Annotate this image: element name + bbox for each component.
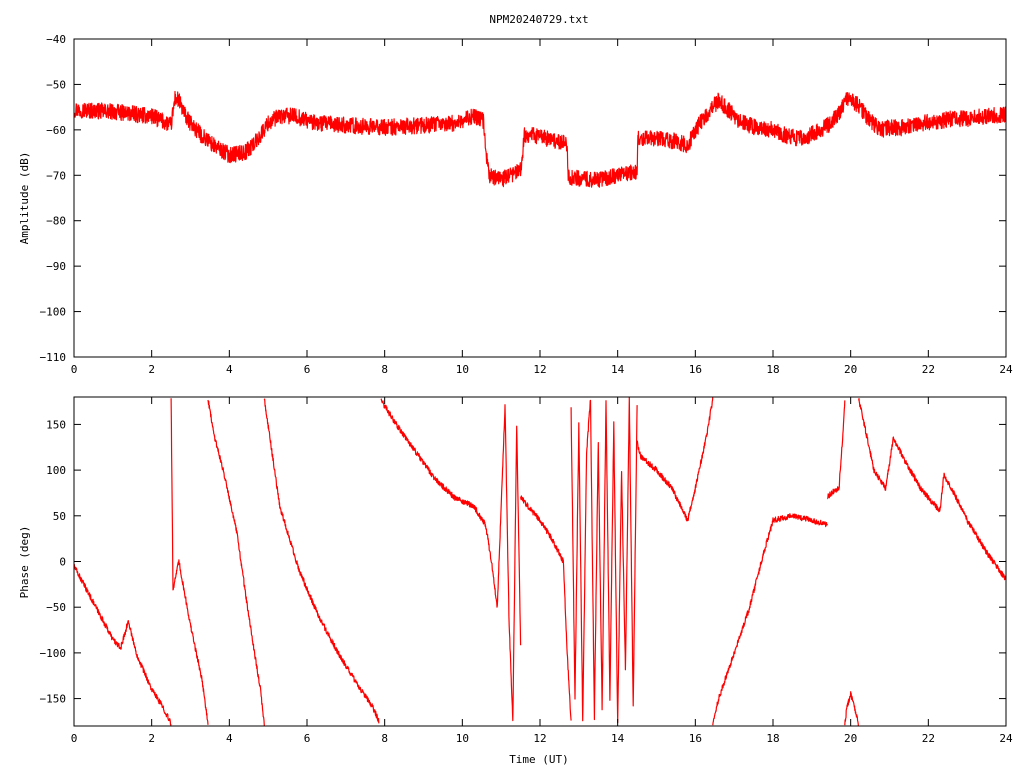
phase-series-line-8 — [636, 397, 714, 522]
phase-series-line-11 — [844, 691, 859, 726]
phase-series-line-7 — [570, 397, 638, 724]
phase-x-tick-label: 8 — [381, 732, 388, 745]
amplitude-x-tick-label: 10 — [456, 363, 469, 376]
phase-series-line-4 — [380, 398, 487, 527]
amplitude-series-group — [74, 90, 1006, 188]
phase-series-line-2 — [207, 399, 265, 726]
phase-y-tick-label: 150 — [46, 418, 66, 431]
amplitude-y-tick-label: −100 — [40, 306, 67, 319]
phase-series-line-5 — [485, 404, 522, 722]
phase-x-tick-label: 14 — [611, 732, 625, 745]
phase-series-line-6 — [520, 495, 572, 721]
phase-x-tick-label: 4 — [226, 732, 233, 745]
phase-x-tick-label: 18 — [766, 732, 779, 745]
phase-ticks: 0 2 4 6 8 10 12 14 16 18 20 22 24150100500−50−100−15… — [40, 397, 1013, 745]
phase-x-tick-label: 12 — [533, 732, 546, 745]
amplitude-ticks: 0 2 4 6 8 10 12 14 16 18 20 22 24−40−50−60−70−80−90−… — [40, 33, 1013, 376]
phase-x-tick-label: 24 — [999, 732, 1013, 745]
phase-series-line-3 — [263, 398, 380, 724]
amplitude-series-line-0 — [74, 90, 1006, 188]
phase-y-tick-label: 100 — [46, 464, 66, 477]
phase-x-tick-label: 0 — [71, 732, 78, 745]
amplitude-x-tick-label: 16 — [689, 363, 702, 376]
phase-series-line-0 — [74, 563, 172, 726]
phase-series-line-10 — [827, 400, 846, 500]
phase-x-tick-label: 10 — [456, 732, 469, 745]
amplitude-x-tick-label: 20 — [844, 363, 857, 376]
phase-series-group — [74, 397, 1006, 726]
phase-x-tick-label: 16 — [689, 732, 702, 745]
amplitude-y-tick-label: −110 — [40, 351, 67, 364]
amplitude-y-tick-label: −50 — [46, 78, 66, 91]
amplitude-x-tick-label: 18 — [766, 363, 779, 376]
phase-series-line-12 — [858, 398, 1006, 581]
amplitude-x-tick-label: 0 — [71, 363, 78, 376]
amplitude-x-tick-label: 4 — [226, 363, 233, 376]
phase-y-tick-label: −50 — [46, 601, 66, 614]
amplitude-panel: 0 2 4 6 8 10 12 14 16 18 20 22 24−40−50−60−70−80−90−… — [18, 33, 1013, 376]
amplitude-x-tick-label: 6 — [304, 363, 311, 376]
amplitude-x-tick-label: 14 — [611, 363, 625, 376]
amplitude-plot-frame — [73, 38, 1007, 358]
amplitude-y-tick-label: −90 — [46, 260, 66, 273]
amplitude-x-tick-label: 22 — [922, 363, 935, 376]
amplitude-y-tick-label: −40 — [46, 33, 66, 46]
amplitude-y-tick-label: −80 — [46, 215, 66, 228]
phase-x-tick-label: 6 — [304, 732, 311, 745]
phase-panel: 0 2 4 6 8 10 12 14 16 18 20 22 24150100500−50−100−15… — [18, 396, 1013, 766]
phase-y-tick-label: −150 — [40, 693, 67, 706]
amplitude-y-tick-label: −70 — [46, 169, 66, 182]
amplitude-x-tick-label: 24 — [999, 363, 1013, 376]
phase-plot-frame — [73, 396, 1007, 727]
amplitude-y-axis-label: Amplitude (dB) — [18, 152, 31, 245]
amplitude-y-tick-label: −60 — [46, 124, 66, 137]
amplitude-x-tick-label: 2 — [148, 363, 155, 376]
amplitude-x-tick-label: 12 — [533, 363, 546, 376]
phase-x-tick-label: 20 — [844, 732, 857, 745]
phase-x-tick-label: 2 — [148, 732, 155, 745]
phase-y-axis-label: Phase (deg) — [18, 526, 31, 599]
phase-y-tick-label: 50 — [53, 510, 66, 523]
phase-series-line-9 — [712, 513, 828, 726]
phase-y-tick-label: −100 — [40, 647, 67, 660]
chart-title: NPM20240729.txt — [489, 13, 588, 26]
amplitude-x-tick-label: 8 — [381, 363, 388, 376]
phase-x-tick-label: 22 — [922, 732, 935, 745]
phase-series-line-1 — [170, 398, 209, 725]
x-axis-label: Time (UT) — [509, 753, 569, 766]
phase-y-tick-label: 0 — [59, 556, 66, 569]
